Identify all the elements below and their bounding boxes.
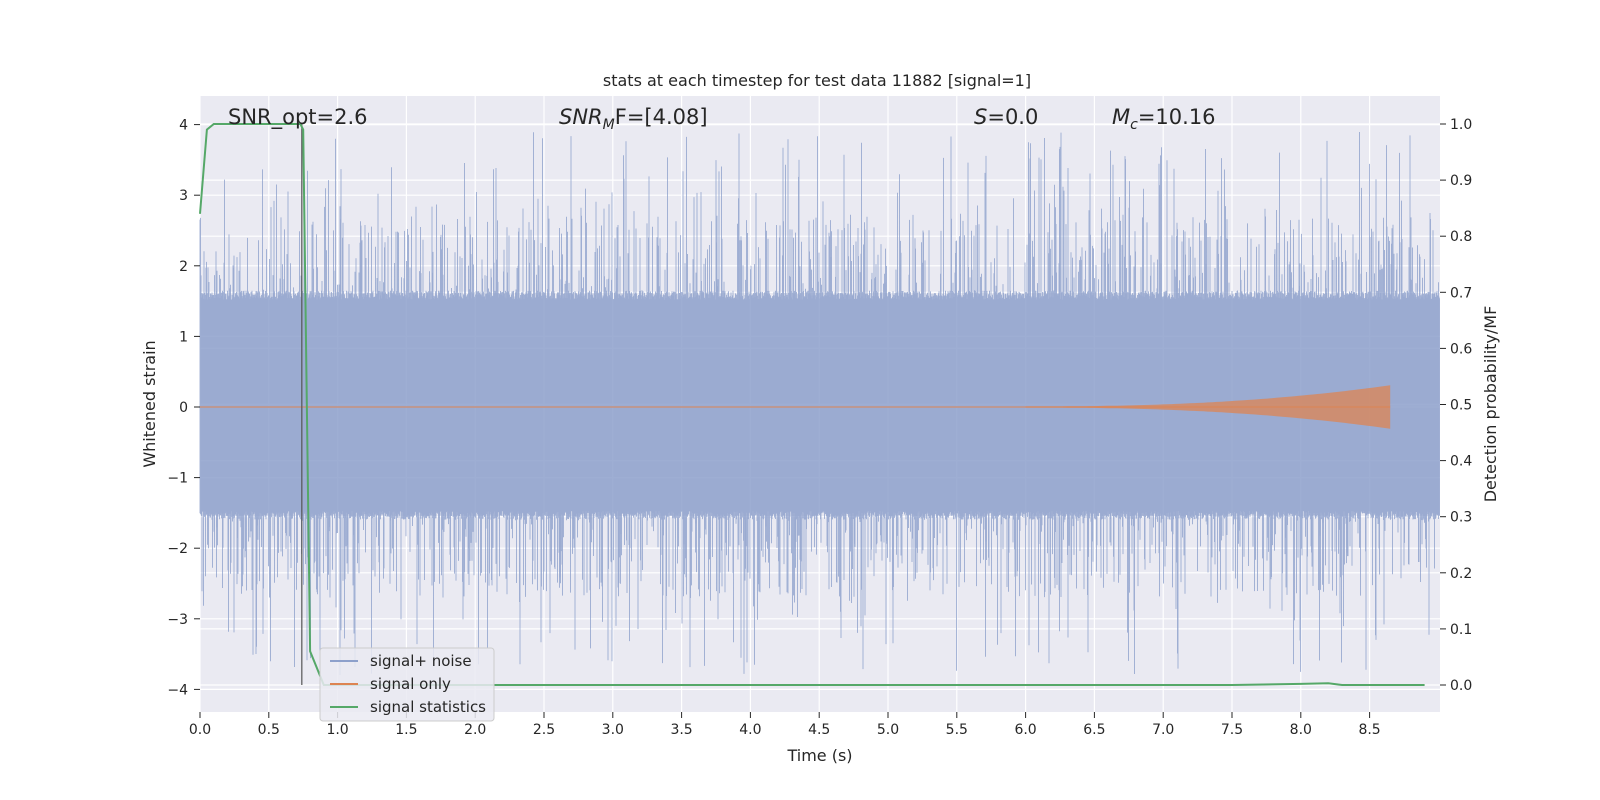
chart-title: stats at each timestep for test data 118… xyxy=(603,71,1031,90)
x-tick-label: 5.5 xyxy=(946,722,968,738)
y-tick-label: −1 xyxy=(167,471,188,487)
x-tick-label: 8.5 xyxy=(1358,722,1380,738)
y-tick-label: 3 xyxy=(179,188,188,204)
x-tick-label: 5.0 xyxy=(877,722,899,738)
y2-tick-label: 0.7 xyxy=(1450,285,1472,301)
x-axis-ticks: 0.0 0.5 1.0 1.5 2.0 2.5 3.0 3.5 4.0 4.5 5.0 5.5 6.0 6… xyxy=(189,712,1381,738)
x-tick-label: 4.0 xyxy=(739,722,761,738)
x-tick-label: 6.0 xyxy=(1014,722,1036,738)
y2-tick-label: 0.3 xyxy=(1450,510,1472,526)
x-tick-label: 6.5 xyxy=(1083,722,1105,738)
y2-tick-label: 0.0 xyxy=(1450,678,1472,694)
y-tick-label: 0 xyxy=(179,400,188,416)
x-tick-label: 2.0 xyxy=(464,722,486,738)
signal-chirp xyxy=(1025,385,1391,429)
x-tick-label: 3.0 xyxy=(602,722,624,738)
x-tick-label: 0.5 xyxy=(258,722,280,738)
annotation-snr-mf: SNRMF=[4.08] xyxy=(559,105,708,133)
legend: signal+ noise signal only signal statist… xyxy=(319,647,495,722)
annotation-mc: Mc=10.16 xyxy=(1112,105,1216,133)
x-tick-label: 1.5 xyxy=(395,722,417,738)
y2-tick-label: 0.4 xyxy=(1450,454,1472,470)
x-tick-label: 7.5 xyxy=(1221,722,1243,738)
y2-tick-label: 1.0 xyxy=(1450,117,1472,133)
legend-label-signal-noise: signal+ noise xyxy=(370,652,472,670)
annotation-snr-opt: SNR_opt=2.6 xyxy=(228,105,368,130)
x-tick-label: 0.0 xyxy=(189,722,211,738)
y2-axis-label: Detection probability/MF xyxy=(1481,306,1500,503)
y-tick-label: −3 xyxy=(167,612,188,628)
y2-tick-label: 0.5 xyxy=(1450,398,1472,414)
legend-label-signal-statistics: signal statistics xyxy=(370,698,486,716)
x-tick-label: 2.5 xyxy=(533,722,555,738)
x-tick-label: 4.5 xyxy=(808,722,830,738)
annotations: SNR_opt=2.6 SNRMF=[4.08] S=0.0 Mc=10.16 xyxy=(228,105,1216,133)
x-tick-label: 1.0 xyxy=(326,722,348,738)
x-tick-label: 8.0 xyxy=(1290,722,1312,738)
y-tick-label: 4 xyxy=(179,118,188,134)
legend-label-signal-only: signal only xyxy=(370,675,451,693)
annotation-s: S=0.0 xyxy=(974,105,1038,129)
y-axis-ticks: −4 −3 −2 −1 0 1 2 3 4 xyxy=(167,118,200,698)
x-tick-label: 7.0 xyxy=(1152,722,1174,738)
y2-tick-label: 0.9 xyxy=(1450,173,1472,189)
y2-tick-label: 0.6 xyxy=(1450,341,1472,357)
y2-tick-label: 0.1 xyxy=(1450,622,1472,638)
legend-box xyxy=(319,647,495,722)
y2-tick-label: 0.8 xyxy=(1450,229,1472,245)
x-tick-label: 3.5 xyxy=(670,722,692,738)
y-axis-label: Whitened strain xyxy=(140,340,159,467)
noise-trace xyxy=(199,132,1440,675)
x-axis-label: Time (s) xyxy=(786,746,852,765)
series-signal-only xyxy=(200,385,1391,429)
y-tick-label: −2 xyxy=(167,541,188,557)
y2-axis-ticks: 0.0 0.1 0.2 0.3 0.4 0.5 0.6 0.7 0.8 0.9 1.0 xyxy=(1440,117,1472,694)
y-tick-label: 2 xyxy=(179,259,188,275)
y2-tick-label: 0.2 xyxy=(1450,566,1472,582)
y-tick-label: 1 xyxy=(179,329,188,345)
series-signal-noise xyxy=(199,132,1440,675)
y-tick-label: −4 xyxy=(167,682,188,698)
